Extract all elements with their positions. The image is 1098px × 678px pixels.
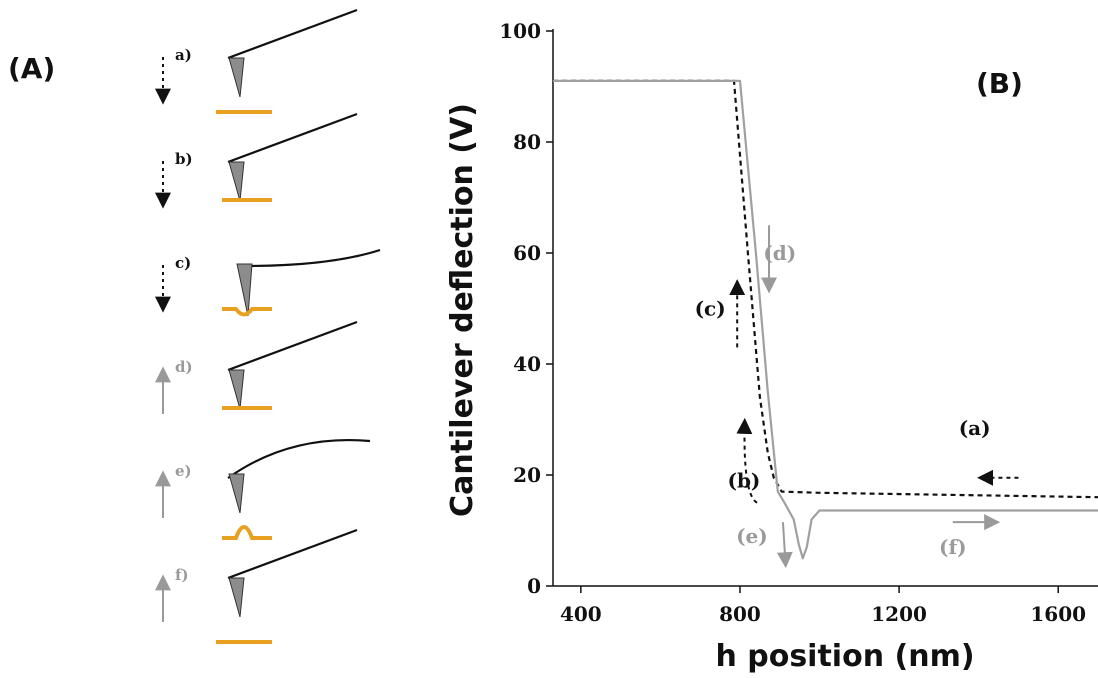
afm-tip [236,263,253,317]
annotation-label: (b) [727,469,760,493]
cantilever [244,248,381,268]
x-tick-label: 1600 [1030,602,1086,626]
cantilever [227,8,358,60]
y-tick-label: 40 [513,352,541,376]
chart-series [553,79,1098,560]
annotation-arrow [776,522,793,569]
panel-b-chart: (B) 0 20 40 60 80 100 400 800 1200 1600 (a) (b) (c)… [445,19,1098,674]
step-5: e) [155,438,371,540]
afm-tip [228,473,245,514]
x-tick-label: 1200 [871,602,927,626]
y-axis-title: Cantilever deflection (V) [445,103,480,517]
cantilever [227,320,358,372]
annotation-label: (e) [736,524,768,548]
step-label: e) [175,462,192,480]
annotation-label: (f) [939,535,967,559]
afm-tip [228,161,245,202]
annotation-label: (a) [959,416,991,440]
approach-curve [553,79,1098,499]
annotation-label: (c) [695,297,726,321]
panel-a: (A) a) b) c) d) e) f) [8,8,381,644]
x-tick-label: 400 [560,602,602,626]
y-tick-label: 80 [513,130,541,154]
y-tick-label: 20 [513,463,541,487]
chart-axes: 0 20 40 60 80 100 400 800 1200 1600 [499,19,1098,626]
retract-curve [553,79,1098,560]
afm-tip [228,57,245,98]
sample-surface [222,307,272,317]
step-1: a) [155,8,358,114]
afm-tip [228,577,245,618]
annotation-label: (d) [763,241,796,265]
step-label: f) [175,566,189,584]
step-label: a) [175,46,192,64]
annotation-arrow [736,417,758,504]
step-3: c) [155,248,381,317]
y-tick-label: 60 [513,241,541,265]
step-2: b) [155,112,358,209]
panel-a-label: (A) [8,52,55,85]
step-label: d) [175,358,193,376]
approach-retract-steps: a) b) c) d) e) f) [155,8,381,644]
afm-tip [228,369,245,410]
step-label: c) [175,254,191,272]
panel-b-label: (B) [976,67,1023,100]
sample-surface [222,525,272,540]
y-tick-label: 0 [527,574,541,598]
cantilever [227,438,371,479]
step-label: b) [175,150,193,168]
x-axis-title: h position (nm) [715,639,974,674]
step-4: d) [155,320,358,414]
cantilever [227,112,358,164]
cantilever [227,528,358,580]
x-tick-label: 800 [719,602,761,626]
y-tick-label: 100 [499,19,541,43]
chart-annotations: (a) (b) (c) (d) (e) (f) [695,225,1019,569]
step-6: f) [155,528,358,644]
